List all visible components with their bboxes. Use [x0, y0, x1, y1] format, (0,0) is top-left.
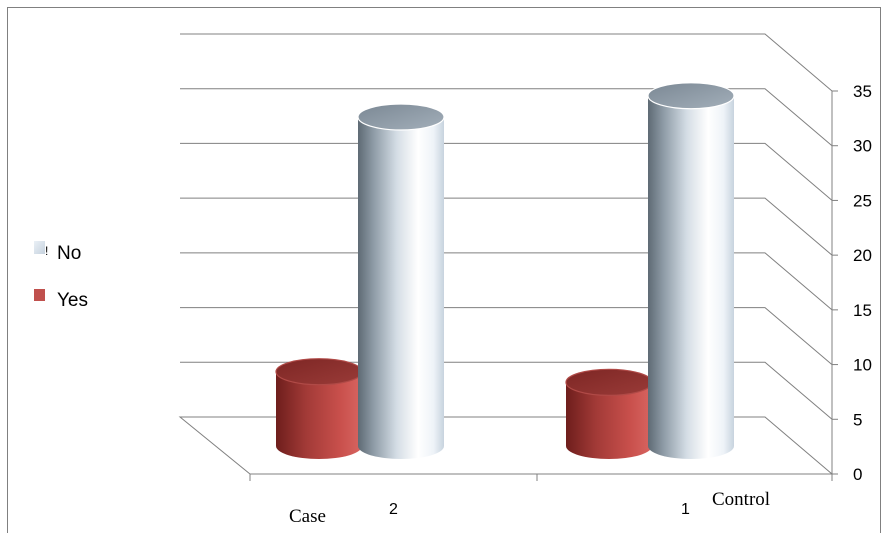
- legend-label-no: No: [57, 243, 81, 264]
- category-index-control: 1: [681, 501, 690, 518]
- gridline-10: [180, 307, 833, 365]
- category-label-control: Control: [712, 489, 770, 510]
- y-tick-label-35: 35: [853, 82, 872, 101]
- cylinder-body: [566, 382, 652, 459]
- bars: [275, 82, 735, 459]
- gridline-15: [180, 252, 833, 311]
- gridlines: [180, 33, 833, 420]
- y-tick-label-30: 30: [853, 137, 872, 156]
- category-index-case: 2: [389, 501, 398, 518]
- y-tick-label-20: 20: [853, 246, 872, 265]
- y-tick-label-25: 25: [853, 191, 872, 210]
- gridline-25: [180, 142, 833, 201]
- y-tick-label-5: 5: [853, 410, 862, 429]
- y-tick-label-10: 10: [853, 356, 872, 375]
- gridline-20: [180, 197, 833, 256]
- cylinder-top: [565, 368, 653, 396]
- cylinder-yes-case: [275, 358, 363, 459]
- gridline-35: [180, 33, 833, 92]
- cylinder-body: [276, 371, 362, 459]
- legend: ! No Yes: [34, 241, 88, 311]
- gridline-30: [180, 88, 833, 147]
- y-axis: 0 5 10 15 20 25 30 35: [831, 82, 872, 484]
- legend-item-yes: Yes: [34, 289, 88, 311]
- legend-swatch-yes: [34, 289, 45, 301]
- legend-label-yes: Yes: [57, 290, 88, 311]
- cylinder-top: [647, 82, 735, 110]
- legend-swatch-no: [34, 241, 45, 254]
- cylinder-no-control: [647, 82, 735, 459]
- y-tick-label-0: 0: [853, 465, 862, 484]
- legend-prefix-no: !: [45, 244, 48, 258]
- legend-item-no: ! No: [34, 241, 81, 264]
- x-axis-labels: Case 2 1 Control: [289, 489, 770, 527]
- cylinder-body: [358, 117, 444, 459]
- chart-frame: [7, 7, 881, 533]
- cylinder-top: [357, 103, 445, 131]
- y-tick-label-15: 15: [853, 301, 872, 320]
- cylinder-body: [648, 95, 734, 459]
- cylinder-yes-control: [565, 368, 653, 459]
- category-label-case: Case: [289, 506, 326, 527]
- cylinder-no-case: [357, 103, 445, 459]
- cylinder-top: [275, 358, 363, 386]
